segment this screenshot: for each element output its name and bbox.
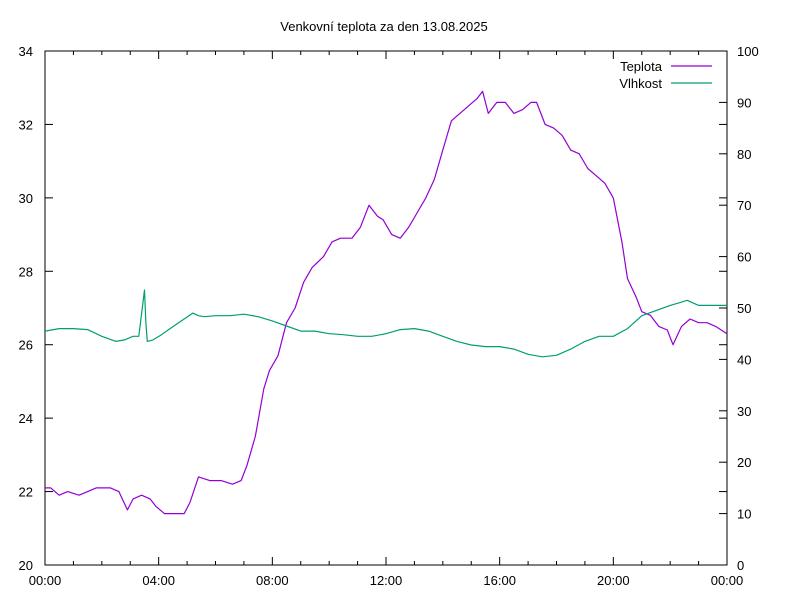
right-tick-label: 30 xyxy=(737,404,751,419)
x-tick-label: 12:00 xyxy=(370,573,403,588)
x-tick-label: 00:00 xyxy=(29,573,62,588)
x-tick-label: 00:00 xyxy=(711,573,744,588)
left-tick-label: 20 xyxy=(19,558,33,573)
x-axis: 00:00 04:00 08:00 12:00 16:00 20:00 00:00 xyxy=(29,51,744,588)
left-tick-label: 28 xyxy=(19,264,33,279)
series-layer xyxy=(44,90,728,515)
left-tick-label: 34 xyxy=(19,44,33,59)
left-tick-label: 22 xyxy=(19,485,33,500)
chart-title: Venkovní teplota za den 13.08.2025 xyxy=(280,19,487,34)
right-tick-label: 80 xyxy=(737,147,751,162)
series-line-teplota xyxy=(45,90,728,515)
left-tick-label: 24 xyxy=(19,411,33,426)
x-tick-label: 16:00 xyxy=(483,573,516,588)
right-tick-label: 90 xyxy=(737,95,751,110)
right-tick-label: 20 xyxy=(737,455,751,470)
right-tick-label: 100 xyxy=(737,44,759,59)
right-tick-label: 0 xyxy=(737,558,744,573)
right-tick-label: 10 xyxy=(737,507,751,522)
right-tick-label: 70 xyxy=(737,198,751,213)
left-tick-label: 30 xyxy=(19,191,33,206)
right-tick-label: 50 xyxy=(737,301,751,316)
right-tick-label: 60 xyxy=(737,250,751,265)
legend: Teplota Vlhkost xyxy=(619,59,712,91)
right-tick-label: 40 xyxy=(737,352,751,367)
plot-frame xyxy=(44,50,728,566)
right-axis: 0 10 20 30 40 50 60 70 80 90 100 xyxy=(719,44,759,573)
left-tick-label: 32 xyxy=(19,117,33,132)
x-tick-label: 04:00 xyxy=(142,573,175,588)
x-tick-label: 08:00 xyxy=(256,573,289,588)
x-tick-label: 20:00 xyxy=(597,573,630,588)
series-line-vlhkost xyxy=(44,289,727,358)
left-axis: 20 22 24 26 28 30 32 34 xyxy=(19,44,727,573)
legend-label-vlhkost: Vlhkost xyxy=(619,76,662,91)
left-tick-label: 26 xyxy=(19,338,33,353)
legend-label-teplota: Teplota xyxy=(620,59,663,74)
